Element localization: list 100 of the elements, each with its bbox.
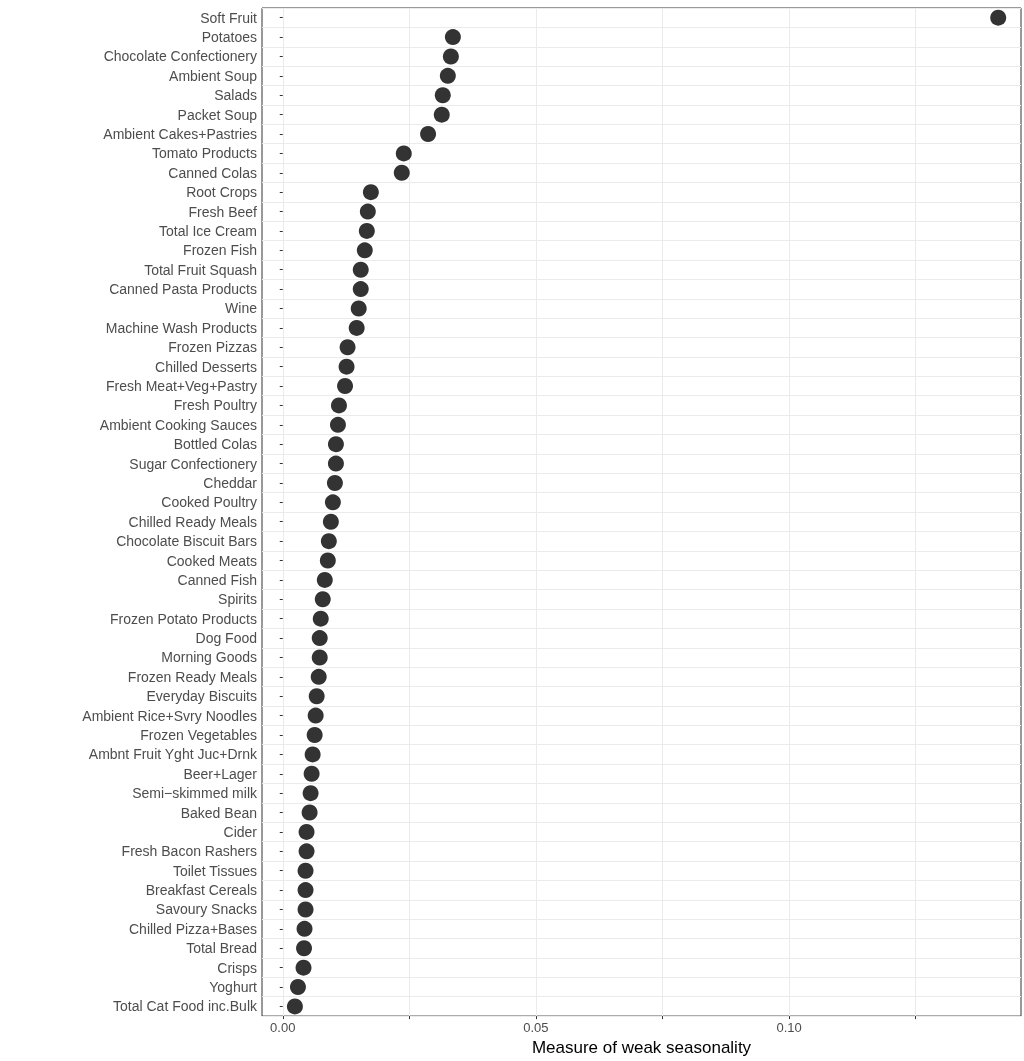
point xyxy=(312,610,329,627)
point xyxy=(350,300,367,317)
y-tick-label: Machine Wash Products xyxy=(105,319,257,336)
x-tick-label: 0.05 xyxy=(523,1020,549,1036)
point xyxy=(311,649,328,666)
y-tick-label: Cooked Meats xyxy=(166,552,257,569)
point xyxy=(311,630,328,647)
y-tick-label: Root Crops xyxy=(186,184,257,201)
y-tick-label: Yoghurt xyxy=(209,979,258,996)
point xyxy=(306,727,323,743)
y-tick-label: Ambient Cakes+Pastries xyxy=(103,126,257,143)
point xyxy=(298,823,315,840)
point xyxy=(304,746,321,763)
point xyxy=(358,222,375,239)
y-tick-label: Soft Fruit xyxy=(200,9,258,26)
point xyxy=(433,106,450,123)
point xyxy=(338,358,355,375)
point xyxy=(395,145,412,162)
point xyxy=(302,785,319,802)
y-tick-label: Wine xyxy=(225,300,258,317)
point xyxy=(303,765,320,782)
point xyxy=(297,862,314,879)
point xyxy=(352,261,369,278)
y-tick-label: Frozen Potato Products xyxy=(109,610,257,627)
y-tick-label: Potatoes xyxy=(201,29,257,46)
point xyxy=(320,533,337,550)
y-tick-label: Cheddar xyxy=(203,474,258,491)
point xyxy=(362,184,379,201)
point xyxy=(348,319,365,336)
point xyxy=(327,436,344,453)
y-tick-label: Frozen Ready Meals xyxy=(127,668,257,685)
y-tick-label: Toilet Tissues xyxy=(172,862,257,879)
point xyxy=(324,494,341,511)
y-tick-label: Frozen Fish xyxy=(183,242,257,259)
y-tick-label: Total Bread xyxy=(186,940,257,957)
y-tick-label: Tomato Products xyxy=(151,145,257,162)
y-tick-label: Dog Food xyxy=(195,630,257,647)
point xyxy=(296,940,313,957)
y-tick-label: Fresh Meat+Veg+Pastry xyxy=(106,378,257,395)
y-tick-label: Chilled Desserts xyxy=(155,358,257,375)
point xyxy=(298,843,315,860)
x-tick-label: 0.10 xyxy=(776,1020,802,1036)
point xyxy=(310,668,327,685)
y-tick-label: Canned Fish xyxy=(177,571,257,588)
point xyxy=(319,552,336,569)
y-tick-label: Cider xyxy=(223,823,258,840)
y-tick-label: Ambient Cooking Sauces xyxy=(99,416,257,433)
y-tick-label: Ambient Soup xyxy=(169,67,258,84)
point xyxy=(442,48,459,65)
point xyxy=(356,242,373,259)
y-tick-label: Canned Pasta Products xyxy=(109,281,257,298)
y-tick-label: Total Ice Cream xyxy=(158,222,257,239)
y-tick-label: Breakfast Cereals xyxy=(145,882,257,899)
y-tick-label: Ambient Rice+Svry Noodles xyxy=(82,707,257,724)
point xyxy=(439,67,456,84)
point xyxy=(308,688,325,705)
y-tick-label: Chocolate Biscuit Bars xyxy=(116,533,257,550)
point xyxy=(420,126,437,143)
point xyxy=(289,979,306,996)
y-tick-label: Frozen Vegetables xyxy=(140,727,257,743)
y-tick-label: Semi−skimmed milk xyxy=(132,785,258,802)
x-axis-title: Measure of weak seasonality xyxy=(531,1038,752,1057)
y-tick-label: Fresh Poultry xyxy=(173,397,257,414)
y-tick-label: Total Fruit Squash xyxy=(144,261,257,278)
y-tick-label: Morning Goods xyxy=(161,649,257,666)
y-tick-label: Chilled Ready Meals xyxy=(128,513,257,530)
point xyxy=(444,29,461,46)
point xyxy=(339,339,356,356)
point xyxy=(337,378,354,395)
y-tick-label: Fresh Bacon Rashers xyxy=(121,843,257,860)
y-tick-label: Crisps xyxy=(217,959,257,976)
y-tick-label: Bottled Colas xyxy=(173,436,257,453)
y-tick-label: Beer+Lager xyxy=(183,765,258,782)
y-tick-label: Chilled Pizza+Bases xyxy=(128,920,257,937)
y-tick-label: Sugar Confectionery xyxy=(129,455,257,472)
point xyxy=(296,920,313,937)
point xyxy=(301,804,318,821)
point xyxy=(314,591,331,608)
point xyxy=(990,9,1007,26)
x-tick-label: 0.00 xyxy=(270,1020,296,1036)
point xyxy=(352,281,369,298)
y-tick-label: Fresh Beef xyxy=(188,203,258,220)
y-tick-label: Savoury Snacks xyxy=(155,901,257,918)
y-tick-label: Salads xyxy=(214,87,257,104)
point xyxy=(327,455,344,472)
point xyxy=(316,571,333,588)
point xyxy=(330,397,347,414)
y-tick-label: Baked Bean xyxy=(180,804,257,821)
y-tick-label: Chocolate Confectionery xyxy=(103,48,257,65)
y-tick-label: Everyday Biscuits xyxy=(146,688,257,705)
y-tick-label: Frozen Pizzas xyxy=(168,339,257,356)
point xyxy=(295,959,312,976)
y-tick-label: Spirits xyxy=(218,591,257,608)
point xyxy=(434,87,451,104)
point xyxy=(326,474,343,491)
point xyxy=(322,513,339,530)
y-tick-label: Ambnt Fruit Yght Juc+Drnk xyxy=(88,746,258,763)
y-tick-label: Cooked Poultry xyxy=(161,494,257,511)
point xyxy=(286,998,303,1015)
point xyxy=(307,707,324,724)
